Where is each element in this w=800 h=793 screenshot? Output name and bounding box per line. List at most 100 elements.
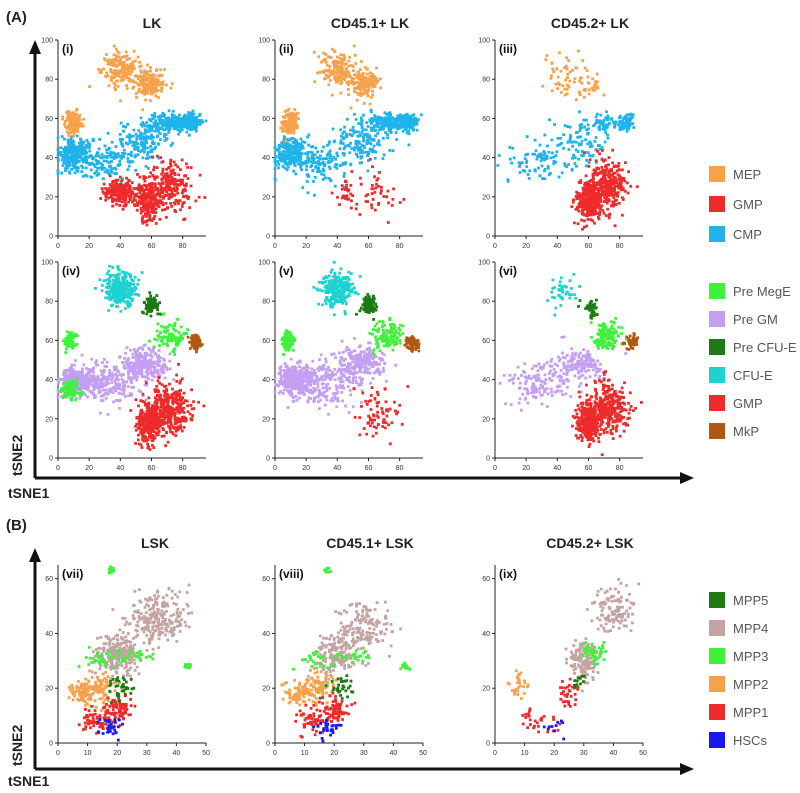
point — [293, 164, 297, 168]
point — [177, 124, 181, 128]
point — [363, 77, 366, 81]
point — [578, 92, 582, 96]
point — [563, 87, 567, 91]
point — [188, 133, 191, 137]
point — [590, 184, 594, 187]
point — [284, 154, 288, 157]
point — [81, 157, 84, 161]
point — [542, 153, 546, 157]
point — [289, 156, 292, 160]
point — [365, 67, 369, 71]
point — [161, 208, 164, 212]
col-title-lk: LK — [143, 15, 162, 31]
point — [119, 70, 123, 74]
point — [159, 138, 162, 141]
point — [170, 187, 174, 191]
point — [88, 142, 91, 146]
point — [358, 82, 361, 85]
point — [584, 193, 588, 197]
point — [606, 207, 610, 211]
point — [106, 131, 110, 135]
point — [574, 98, 578, 102]
point — [154, 78, 158, 82]
point — [121, 207, 125, 211]
point — [144, 203, 148, 207]
point — [599, 113, 603, 117]
point — [606, 180, 609, 184]
point — [151, 140, 155, 144]
point — [585, 197, 589, 200]
point — [150, 133, 153, 137]
point — [321, 167, 325, 171]
point — [598, 213, 601, 217]
point — [566, 125, 570, 128]
point — [576, 135, 579, 139]
point — [79, 145, 82, 149]
point — [118, 195, 122, 199]
point — [562, 133, 565, 137]
point — [347, 83, 350, 86]
point — [596, 194, 600, 198]
point — [118, 373, 122, 376]
point — [320, 60, 323, 64]
point — [81, 142, 85, 146]
point — [359, 94, 363, 97]
point — [286, 131, 290, 135]
point — [147, 130, 151, 133]
point — [98, 138, 101, 141]
point — [194, 199, 198, 203]
point — [351, 125, 355, 129]
y-tick-label: 40 — [45, 155, 53, 162]
point — [523, 157, 527, 160]
point — [605, 173, 608, 177]
y-tick-label: 20 — [482, 194, 490, 201]
point — [105, 151, 109, 155]
point — [136, 173, 139, 176]
point — [374, 186, 378, 190]
point — [148, 348, 152, 351]
point — [345, 132, 348, 136]
point — [299, 165, 302, 169]
point — [179, 181, 183, 185]
point — [78, 156, 82, 159]
point — [599, 206, 603, 209]
point — [149, 135, 153, 138]
point — [135, 378, 139, 382]
point — [68, 122, 72, 125]
point — [622, 116, 626, 120]
point — [339, 141, 342, 145]
point — [551, 151, 554, 155]
point — [179, 168, 182, 171]
point — [366, 200, 370, 204]
point — [596, 203, 600, 207]
point — [112, 76, 116, 79]
point — [586, 123, 590, 127]
point — [189, 116, 193, 119]
point — [73, 116, 77, 120]
point — [173, 178, 177, 182]
point — [548, 118, 551, 122]
point — [121, 72, 125, 76]
point — [327, 68, 331, 71]
point — [305, 173, 309, 177]
point — [577, 181, 581, 184]
point — [110, 381, 114, 385]
point — [84, 166, 88, 170]
point — [404, 122, 408, 126]
point — [583, 66, 587, 70]
point — [133, 363, 137, 367]
point — [168, 367, 172, 371]
point — [175, 186, 179, 189]
point — [105, 159, 108, 163]
point — [321, 160, 325, 164]
point — [292, 148, 296, 152]
point — [410, 114, 414, 118]
point — [103, 191, 107, 195]
point — [61, 115, 64, 119]
point — [104, 187, 107, 190]
point — [81, 150, 85, 154]
point — [354, 142, 358, 146]
point — [287, 120, 291, 124]
point — [375, 79, 379, 82]
point — [141, 215, 145, 218]
